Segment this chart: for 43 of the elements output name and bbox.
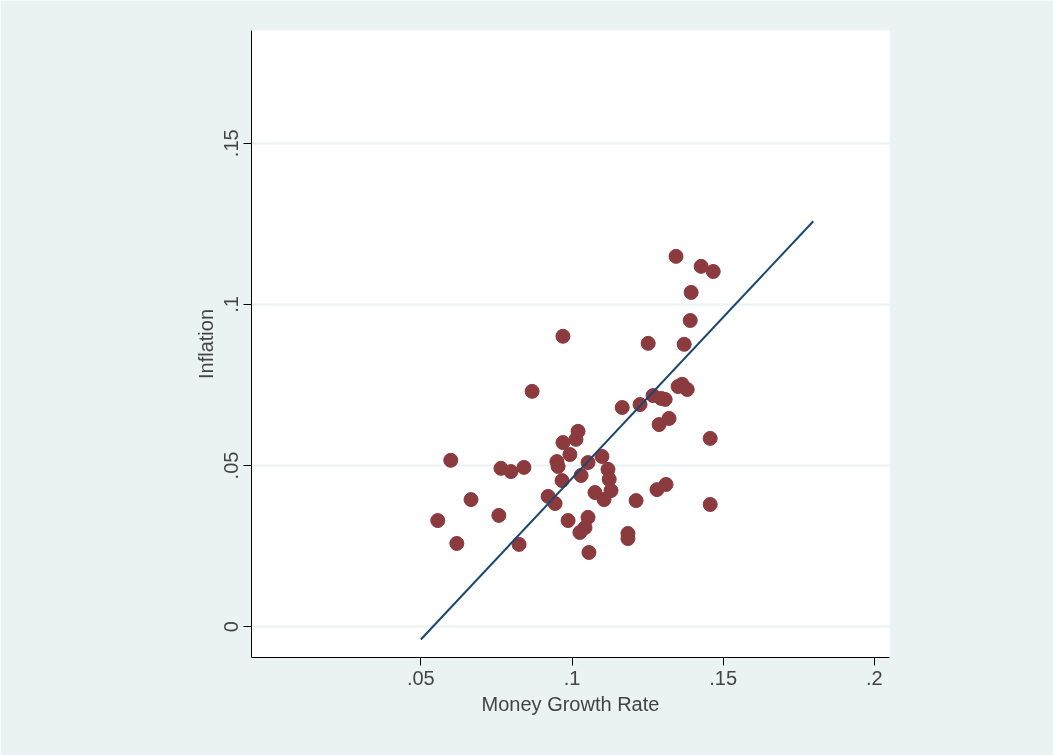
point [491, 507, 507, 523]
point [443, 452, 459, 468]
y-tick-label: .15 [220, 129, 243, 158]
point [683, 284, 699, 300]
point [581, 544, 597, 560]
point [516, 459, 532, 475]
point [658, 476, 674, 492]
x-tick-label: .15 [709, 666, 738, 689]
point [524, 383, 540, 399]
y-tick-label: .1 [220, 296, 243, 313]
point [503, 464, 519, 480]
point [555, 328, 571, 344]
point [603, 483, 619, 499]
x-axis-title: Money Growth Rate [481, 692, 660, 715]
x-tick-label: .1 [563, 666, 581, 689]
point [668, 248, 684, 264]
point [560, 513, 576, 529]
point [628, 493, 644, 509]
point [511, 536, 527, 552]
point [580, 509, 596, 525]
point [449, 535, 465, 551]
point [430, 513, 446, 529]
point [651, 417, 667, 433]
point [562, 447, 578, 462]
point [705, 264, 721, 279]
y-tick-label: .05 [220, 451, 243, 480]
point [594, 448, 610, 464]
point [555, 435, 571, 451]
point [676, 336, 692, 352]
y-tick-label: 0 [220, 621, 243, 633]
y-axis-title: Inflation [194, 308, 217, 380]
point [693, 258, 709, 274]
point [640, 335, 656, 351]
point [679, 381, 695, 397]
point [614, 399, 630, 415]
point [570, 423, 586, 439]
x-tick-label: .05 [406, 666, 435, 689]
point [463, 492, 479, 508]
point [682, 312, 698, 328]
x-tick-label: .2 [866, 666, 883, 689]
point [661, 410, 677, 426]
point [702, 430, 718, 446]
point [702, 496, 718, 512]
